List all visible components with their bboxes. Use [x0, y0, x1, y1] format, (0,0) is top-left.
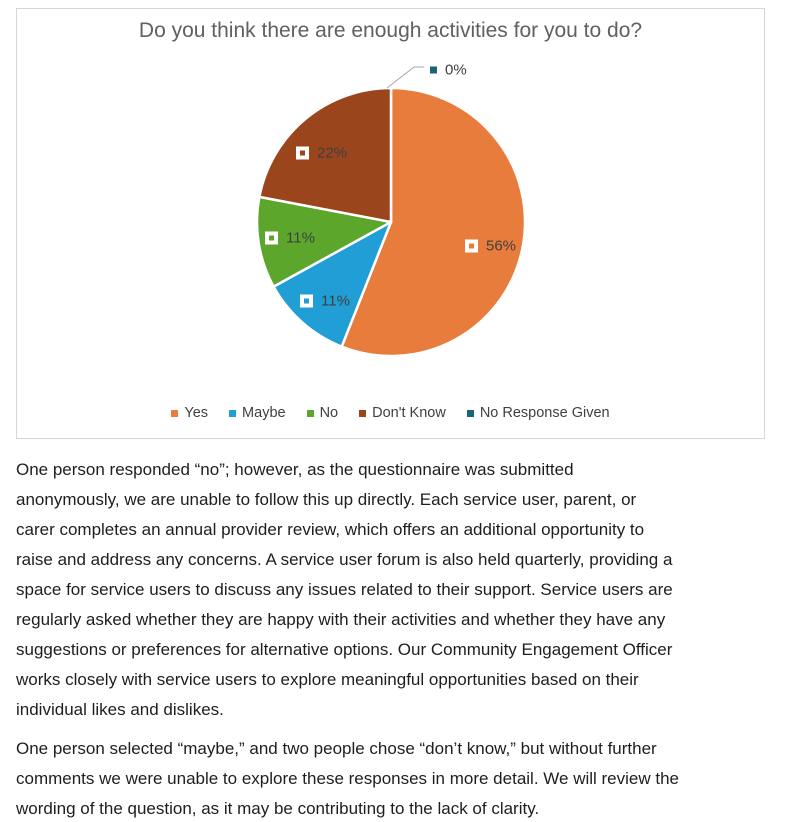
pie-chart	[255, 66, 527, 358]
text-line: suggestions or preferences for alternati…	[16, 640, 673, 659]
text-line: comments we were unable to explore these…	[16, 769, 679, 788]
legend-item-no-response-given: No Response Given	[466, 404, 610, 422]
legend-label: No Response Given	[479, 405, 610, 421]
chart-legend: Yes Maybe No Don't Know No Response Given	[17, 404, 764, 422]
data-label-no-response-given: 0%	[430, 62, 467, 79]
data-label-text: 0%	[445, 61, 467, 79]
legend-key-icon	[465, 239, 478, 253]
chart-title: Do you think there are enough activities…	[138, 19, 643, 42]
text-line: individual likes and dislikes.	[16, 700, 224, 719]
body-text: One person responded “no”; however, as t…	[16, 455, 806, 822]
legend-label: Don't Know	[372, 405, 446, 421]
legend-swatch-icon	[466, 409, 474, 417]
pie-slice-yes	[340, 86, 527, 358]
pie-chart-frame: Do you think there are enough activities…	[16, 8, 765, 439]
text-line: One person selected “maybe,” and two peo…	[16, 739, 657, 758]
legend-label: Yes	[184, 405, 209, 421]
data-label-no: 11%	[265, 230, 315, 247]
data-label-text: 11%	[286, 229, 315, 247]
legend-key-icon	[296, 146, 309, 160]
data-label-don-t-know: 22%	[296, 145, 347, 162]
legend-swatch-icon	[229, 409, 237, 417]
text-line: regularly asked whether they are happy w…	[16, 610, 666, 629]
legend-item-maybe: Maybe	[229, 404, 286, 422]
data-label-text: 11%	[321, 292, 350, 310]
legend-item-don-t-know: Don't Know	[359, 404, 446, 422]
pie-slice-maybe	[272, 220, 393, 348]
pie-slice-don-t-know	[258, 86, 393, 224]
text-line: wording of the question, as it may be co…	[16, 799, 540, 818]
data-label-text: 22%	[317, 144, 348, 162]
text-line: anonymously, we are unable to follow thi…	[16, 490, 637, 509]
legend-label: No	[319, 405, 339, 421]
legend-swatch-icon	[306, 409, 314, 417]
legend-key-icon	[265, 231, 278, 245]
legend-item-yes: Yes	[171, 404, 208, 422]
legend-label: Maybe	[242, 405, 286, 421]
legend-key-icon	[300, 294, 313, 308]
data-label-maybe: 11%	[300, 293, 350, 310]
text-line: One person responded “no”; however, as t…	[16, 460, 574, 479]
text-line: raise and address any concerns. A servic…	[16, 550, 673, 569]
text-line: space for service users to discuss any i…	[16, 580, 673, 599]
paragraph-1: One person responded “no”; however, as t…	[16, 455, 806, 725]
legend-key-icon	[430, 66, 437, 74]
leader-line	[386, 66, 424, 89]
text-line: works closely with service users to expl…	[16, 670, 639, 689]
paragraph-2: One person selected “maybe,” and two peo…	[16, 734, 806, 822]
text-line: carer completes an annual provider revie…	[16, 520, 645, 539]
pie-slice-no	[255, 195, 393, 288]
legend-swatch-icon	[171, 409, 179, 417]
legend-swatch-icon	[359, 409, 367, 417]
legend-item-no: No	[306, 404, 339, 422]
data-label-yes: 56%	[465, 238, 516, 255]
data-label-text: 56%	[486, 237, 517, 255]
